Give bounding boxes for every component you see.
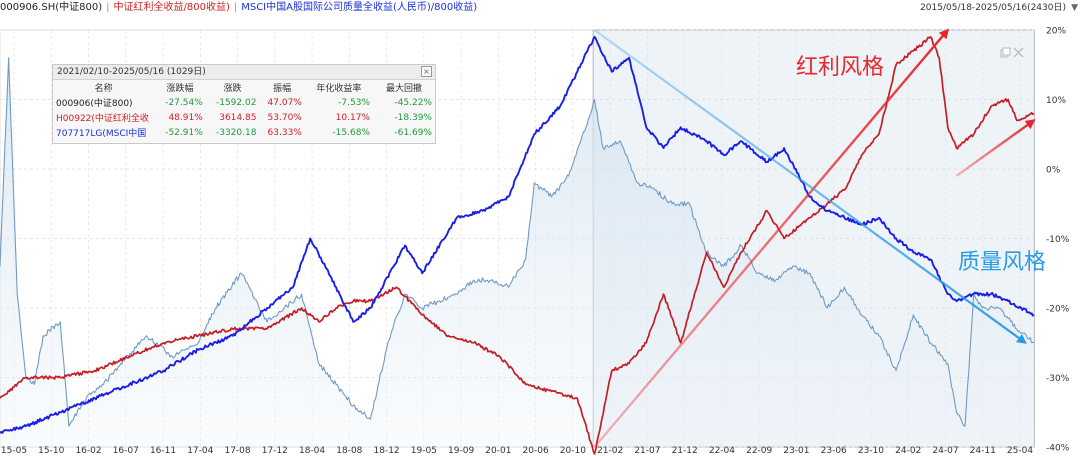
x-tick-label: 18-08 [336,446,362,456]
stats-panel-title: 2021/02/10-2025/05/16 (1029日) × [53,65,435,80]
row-value: -45.22% [394,97,432,108]
y-axis-ticks: 20% 10% 0% -10% -20% -30% -40% [1046,27,1070,454]
quality-series-line [0,35,1035,434]
x-tick-label: 20-06 [523,446,549,456]
dividend-series-line [0,36,1035,455]
x-tick-label: 23-10 [858,446,884,456]
x-axis-ticks: 15-05 15-10 16-02 16-07 16-11 17-04 17-08 17-12… [1,446,1033,456]
x-tick-label: 20-10 [560,446,586,456]
x-tick-label: 24-11 [970,446,996,456]
x-tick-label: 21-12 [672,446,698,456]
chart-header: 000906.SH(中证800) | 中证红利全收益/800收益) | MSCI中国A股… [0,0,1080,16]
row-value: 63.33% [267,127,302,138]
dividend-trend-recent-arrow [955,119,1036,177]
stats-period-label: 2021/02/10-2025/05/16 (1029日) [57,67,206,77]
row-value: 47.07% [267,97,302,108]
x-tick-label: 25-04 [1007,446,1033,456]
close-icon[interactable] [1013,47,1024,58]
row-value: -18.39% [394,112,432,123]
dropdown-arrow-icon[interactable]: ▼ [1071,3,1078,13]
y-tick-label: 10% [1046,96,1066,106]
row-value: -61.69% [394,127,432,138]
stats-row-dividend: H00922(中证红利全收 48.91% 3614.85 53.70% 10.1… [53,110,435,125]
quality-trend-arrow [593,29,1028,344]
x-tick-label: 15-05 [1,446,27,456]
dividend-style-label: 红利风格 [796,55,884,80]
trend-lines [593,28,1036,448]
x-tick-label: 17-04 [187,446,213,456]
index-series-line [0,57,1035,427]
x-tick-label: 18-12 [374,446,400,456]
x-tick-label: 21-07 [634,446,660,456]
y-tick-label: -30% [1046,374,1070,384]
y-tick-label: -10% [1046,235,1070,245]
stats-table: 名称 涨跌幅 涨跌 振幅 年化收益率 最大回撤 000906(中证800) -2… [53,80,435,140]
x-tick-label: 16-02 [75,446,101,456]
row-value: -52.91% [165,127,203,138]
stats-row-quality: 707717LG(MSCI中国 -52.91% -3320.18 63.33% … [53,125,435,140]
series-title-dividend: 中证红利全收益/800收益) [113,2,230,13]
header-cell: 最大回撤 [385,84,422,94]
series-lines [0,35,1035,455]
x-tick-label: 16-11 [150,446,176,456]
y-tick-label: 20% [1046,27,1066,37]
y-tick-label: 0% [1046,166,1061,176]
x-tick-label: 21-02 [597,446,623,456]
title-separator: | [106,2,110,13]
row-value: -3320.18 [215,127,257,138]
x-tick-label: 22-09 [746,446,772,456]
row-value: 48.91% [168,112,203,123]
dividend-trend-arrow [593,28,950,448]
stats-header-row: 名称 涨跌幅 涨跌 振幅 年化收益率 最大回撤 [53,80,435,95]
row-value: -15.68% [332,127,370,138]
index-area-fill [0,57,1034,448]
quality-style-label: 质量风格 [958,250,1046,275]
header-cell: 名称 [94,84,113,94]
header-cell: 涨跌幅 [166,84,194,94]
header-cell: 年化收益率 [316,84,362,94]
x-tick-label: 20-01 [485,446,511,456]
row-name: H00922(中证红利全收 [56,114,149,124]
series-title-index: 000906.SH(中证800) [0,2,103,13]
row-value: 53.70% [267,112,302,123]
x-tick-label: 23-01 [783,446,809,456]
row-value: 3614.85 [219,112,257,123]
x-tick-label: 22-04 [709,446,735,456]
x-tick-label: 17-08 [224,446,250,456]
y-tick-label: -20% [1046,305,1070,315]
row-value: 10.17% [335,112,370,123]
y-tick-label: -40% [1046,444,1070,454]
row-name: 000906(中证800) [56,99,133,109]
row-name: 707717LG(MSCI中国 [56,129,147,139]
date-range-label[interactable]: 2015/05/18-2025/05/16(2430日) [920,3,1066,13]
title-separator: | [233,2,238,13]
row-value: -7.53% [338,97,370,108]
x-tick-label: 23-06 [821,446,847,456]
interval-stats-panel: 2021/02/10-2025/05/16 (1029日) × 名称 涨跌幅 涨跌… [52,64,436,144]
panel-close-icon[interactable]: × [421,66,432,77]
x-tick-label: 19-05 [411,446,437,456]
x-tick-label: 17-12 [262,446,288,456]
window-controls [1000,47,1024,58]
x-tick-label: 19-09 [448,446,474,456]
series-title-quality: MSCI中国A股国际公司质量全收益(人民币)/800收益) [241,2,478,13]
x-tick-label: 24-07 [932,446,958,456]
x-tick-label: 18-04 [299,446,325,456]
x-tick-label: 24-02 [895,446,921,456]
line-chart: 20% 10% 0% -10% -20% -30% -40% 15-05 15-10 16-02… [0,27,1070,456]
header-cell: 涨跌 [223,84,242,94]
index-area [0,57,1034,448]
restore-icon[interactable] [1000,47,1011,58]
header-cell: 振幅 [273,84,292,94]
row-value: -1592.02 [215,97,257,108]
row-value: -27.54% [165,97,203,108]
stats-row-index: 000906(中证800) -27.54% -1592.02 47.07% -7… [53,95,435,110]
x-tick-label: 16-07 [113,446,139,456]
x-tick-label: 15-10 [38,446,64,456]
